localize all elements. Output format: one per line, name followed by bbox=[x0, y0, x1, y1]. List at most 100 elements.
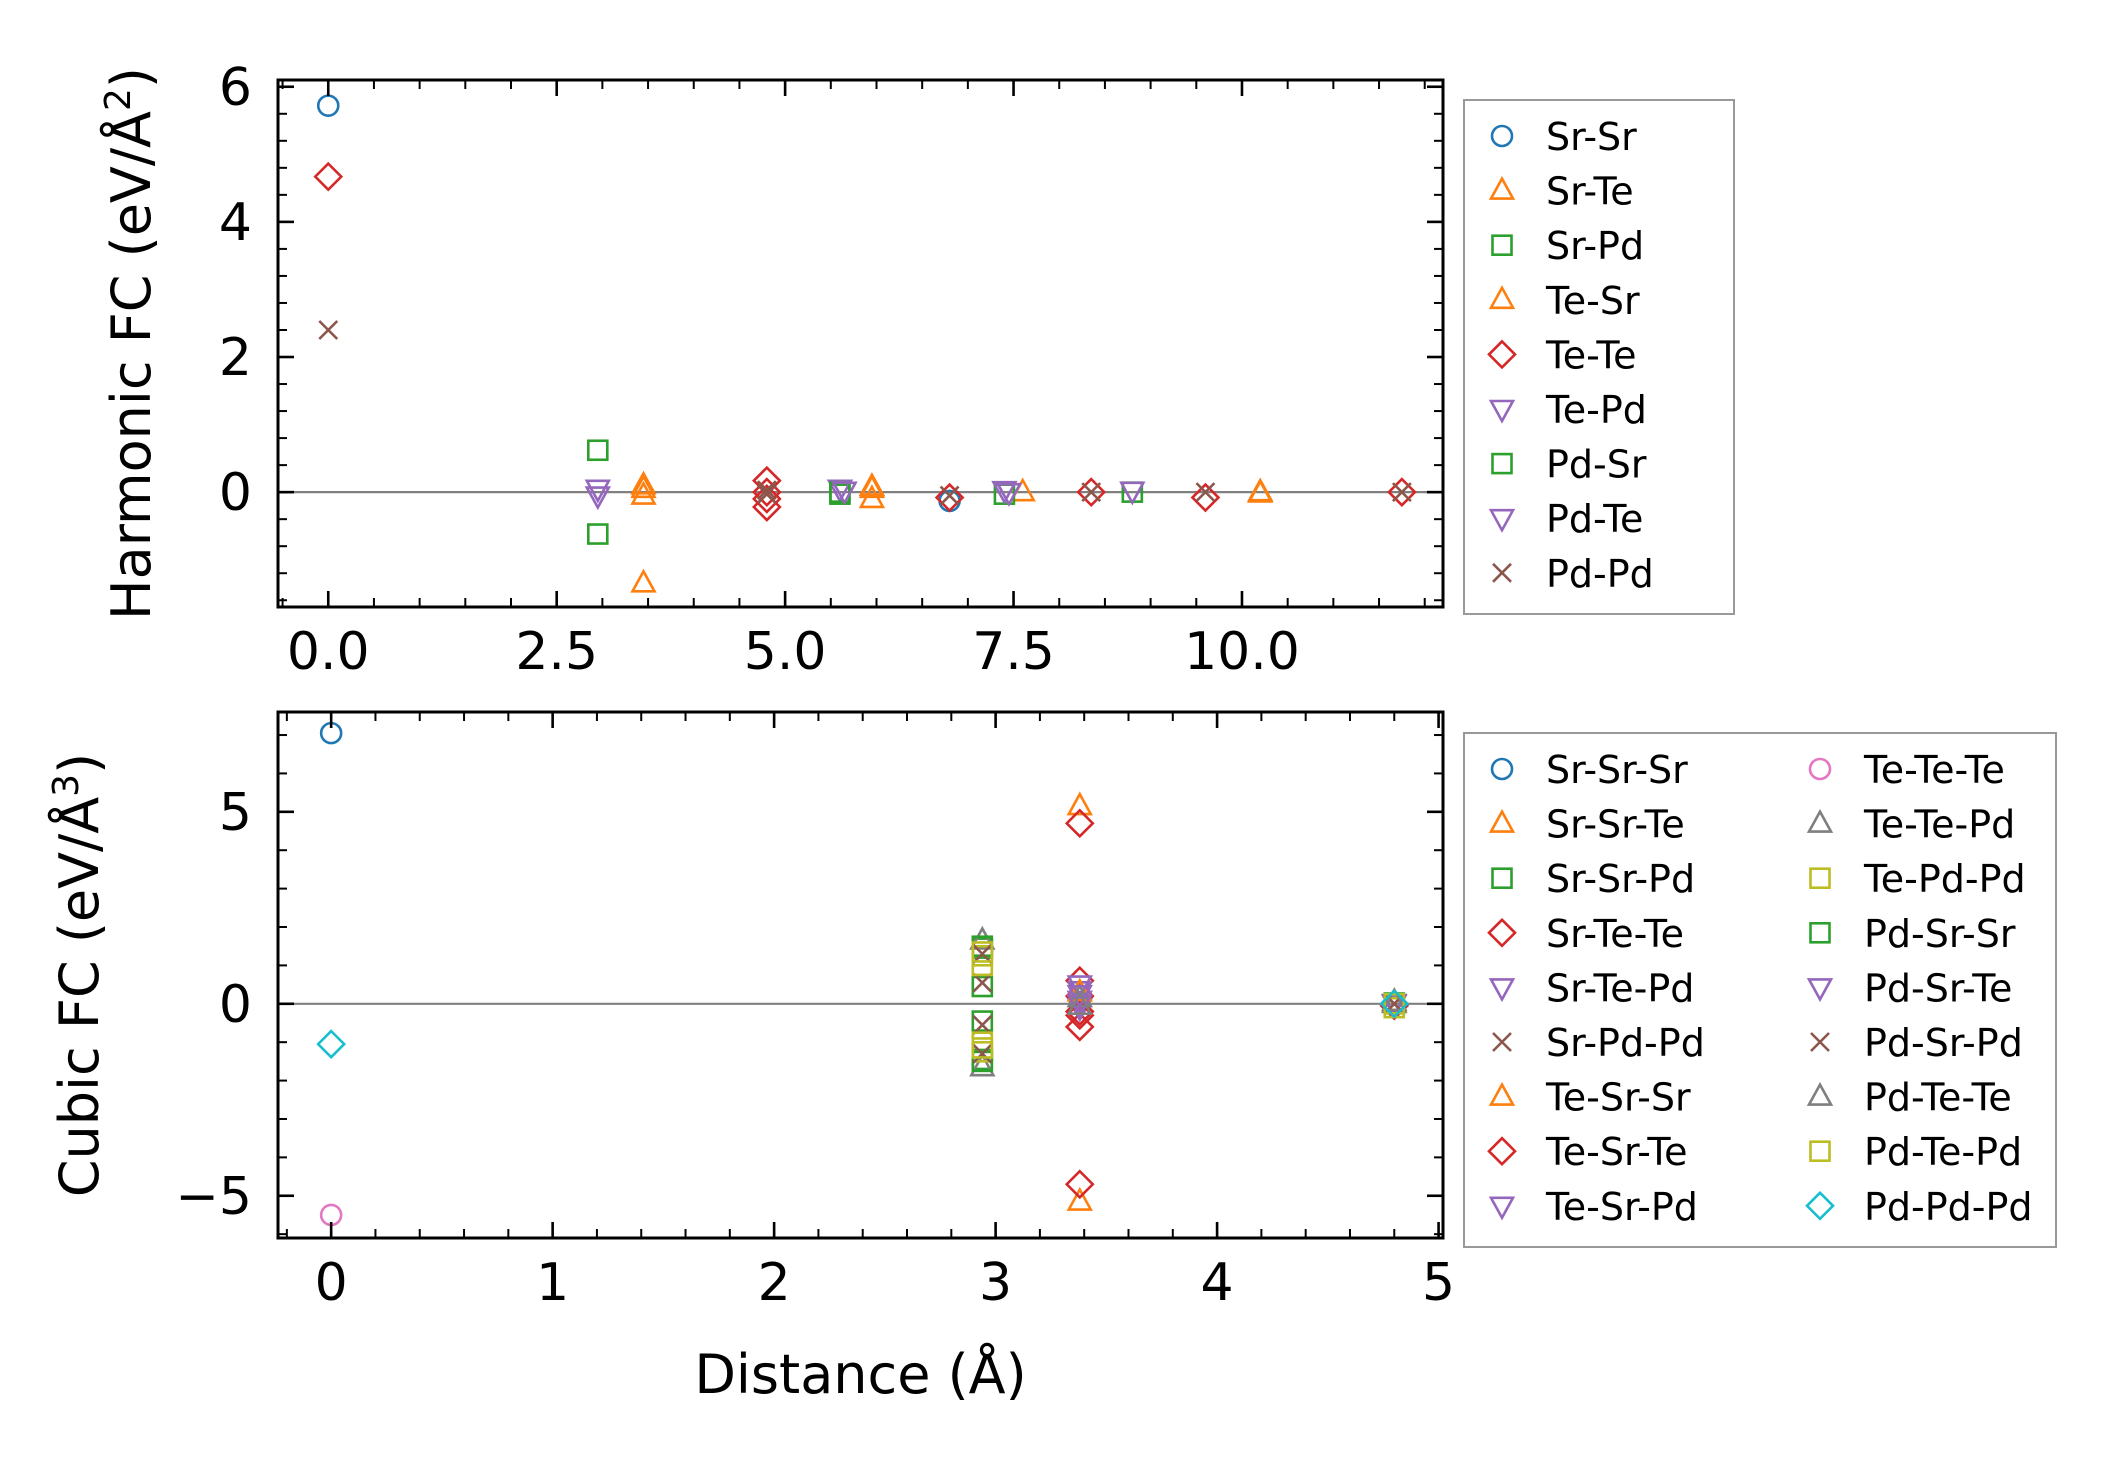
legend-label: Te-Pd bbox=[1545, 388, 1647, 432]
x-axis-label: Distance (Å) bbox=[694, 1342, 1026, 1406]
legend-item: Te-Sr bbox=[1488, 279, 1640, 323]
data-point bbox=[587, 439, 609, 462]
y-tick-label: 0 bbox=[219, 463, 252, 523]
x-tick-label: 2 bbox=[758, 1253, 791, 1313]
legend-marker bbox=[1805, 1190, 1835, 1221]
x-tick-label: 7.5 bbox=[972, 622, 1055, 682]
legend-label: Pd-Te bbox=[1546, 497, 1643, 541]
legend-label: Pd-Sr-Te bbox=[1864, 966, 2012, 1010]
x-tick-label: 0 bbox=[315, 1253, 348, 1313]
data-point bbox=[1391, 482, 1412, 503]
legend-item: Te-Te bbox=[1487, 333, 1637, 377]
legend-label: Pd-Pd-Pd bbox=[1864, 1185, 2033, 1229]
data-point bbox=[584, 479, 612, 504]
data-point bbox=[1247, 478, 1274, 503]
legend-marker bbox=[1488, 978, 1516, 1003]
series-Te-Sr bbox=[630, 470, 1274, 593]
data-point bbox=[1066, 984, 1093, 1009]
legend-item: Pd-Pd-Pd bbox=[1805, 1185, 2033, 1229]
legend-label: Te-Sr bbox=[1545, 279, 1640, 323]
legend-label: Te-Sr-Te bbox=[1545, 1130, 1688, 1174]
y-tick-label: 4 bbox=[219, 193, 252, 253]
data-point bbox=[1119, 481, 1146, 506]
data-point bbox=[969, 1052, 996, 1077]
y-tick-label: 5 bbox=[219, 783, 252, 843]
data-point bbox=[1379, 988, 1410, 1019]
data-point bbox=[313, 161, 344, 192]
x-tick-label: 2.5 bbox=[515, 622, 598, 682]
legend-marker bbox=[1488, 1196, 1516, 1221]
data-point bbox=[1081, 482, 1102, 503]
data-point bbox=[971, 1037, 994, 1059]
legend-item: Pd-Te-Pd bbox=[1809, 1130, 2022, 1174]
legend-item: Pd-Sr-Sr bbox=[1809, 912, 2016, 956]
series-Te-Sr-Sr bbox=[1066, 977, 1408, 1012]
data-point bbox=[1064, 1011, 1095, 1042]
legend-marker bbox=[1491, 867, 1513, 890]
legend-label: Te-Te-Te bbox=[1863, 748, 2005, 792]
legend: Sr-Sr-Sr Sr-Sr-Te Sr-Sr-Pd Sr-Te-Te Sr-Te-Pd… bbox=[1463, 732, 2057, 1248]
legend-marker bbox=[1806, 978, 1834, 1003]
legend-label: Sr-Te-Te bbox=[1546, 912, 1684, 956]
legend-label: Pd-Te-Pd bbox=[1864, 1130, 2022, 1174]
y-axis-label: Harmonic FC (eV/Å2) bbox=[98, 67, 163, 620]
data-point bbox=[1387, 477, 1417, 507]
data-point bbox=[971, 1010, 994, 1032]
data-point bbox=[584, 486, 612, 511]
y-tick-label: 6 bbox=[219, 58, 252, 118]
data-point bbox=[1190, 482, 1221, 513]
series-Sr-Te-Pd bbox=[1066, 981, 1408, 1023]
data-point bbox=[752, 477, 782, 507]
data-point bbox=[991, 480, 1018, 505]
data-point bbox=[1066, 1186, 1093, 1211]
series-Pd-Pd-Pd bbox=[316, 988, 1410, 1059]
axes-frame bbox=[276, 78, 1445, 609]
legend-label: Te-Pd-Pd bbox=[1863, 857, 2026, 901]
legend-label: Te-Te bbox=[1545, 333, 1637, 377]
legend-item: Te-Pd bbox=[1488, 388, 1647, 432]
data-point bbox=[587, 523, 609, 545]
data-point bbox=[826, 479, 854, 504]
legend-label: Te-Sr-Sr bbox=[1545, 1076, 1691, 1120]
legend-label: Sr-Sr-Pd bbox=[1546, 857, 1695, 901]
series-Te-Te bbox=[313, 161, 1417, 522]
legend: Sr-Sr Sr-Te Sr-Pd Te-Sr Te-Te Te-Pd Pd-Sr Pd-Te… bbox=[1463, 99, 1735, 615]
x-tick-label: 3 bbox=[979, 1253, 1012, 1313]
data-point bbox=[319, 1203, 343, 1227]
data-point bbox=[995, 482, 1023, 507]
data-point bbox=[972, 972, 993, 993]
series-Sr-Te-Te bbox=[1064, 808, 1410, 1042]
data-point bbox=[972, 943, 993, 964]
series-Pd-Sr-Te bbox=[1066, 984, 1408, 1019]
data-point bbox=[630, 568, 657, 593]
x-tick-label: 1 bbox=[536, 1253, 569, 1313]
series-Pd-Te-Pd bbox=[971, 941, 1406, 1059]
legend-marker bbox=[1809, 1140, 1831, 1162]
data-point bbox=[971, 975, 994, 998]
legend-marker bbox=[1491, 234, 1513, 256]
series-Pd-Te bbox=[584, 481, 1023, 511]
legend-frame bbox=[1463, 732, 2057, 1248]
legend-marker bbox=[1488, 808, 1516, 833]
data-point bbox=[1066, 791, 1093, 816]
data-point bbox=[831, 481, 858, 506]
data-point bbox=[1066, 977, 1093, 1002]
data-point bbox=[1381, 987, 1408, 1012]
legend-marker bbox=[1491, 452, 1513, 475]
series-Te-Pd bbox=[584, 479, 1146, 506]
series-Te-Sr-Te bbox=[1064, 990, 1410, 1200]
legend-frame bbox=[1463, 99, 1735, 615]
legend-item: Sr-Sr bbox=[1490, 115, 1637, 159]
data-point bbox=[630, 474, 657, 499]
legend-label: Sr-Pd-Pd bbox=[1546, 1021, 1705, 1065]
y-tick-label: 0 bbox=[219, 975, 252, 1035]
legend-label: Sr-Pd bbox=[1546, 224, 1644, 268]
series-Sr-Sr-Te bbox=[1066, 791, 1408, 1211]
series-Te-Te-Te bbox=[319, 1203, 343, 1227]
series-Pd-Te-Te bbox=[1066, 987, 1408, 1016]
x-tick-label: 0.0 bbox=[287, 622, 370, 682]
legend-marker bbox=[1809, 921, 1831, 944]
data-point bbox=[1195, 482, 1216, 503]
data-point bbox=[972, 1014, 993, 1035]
legend-item: Sr-Pd bbox=[1491, 224, 1644, 268]
